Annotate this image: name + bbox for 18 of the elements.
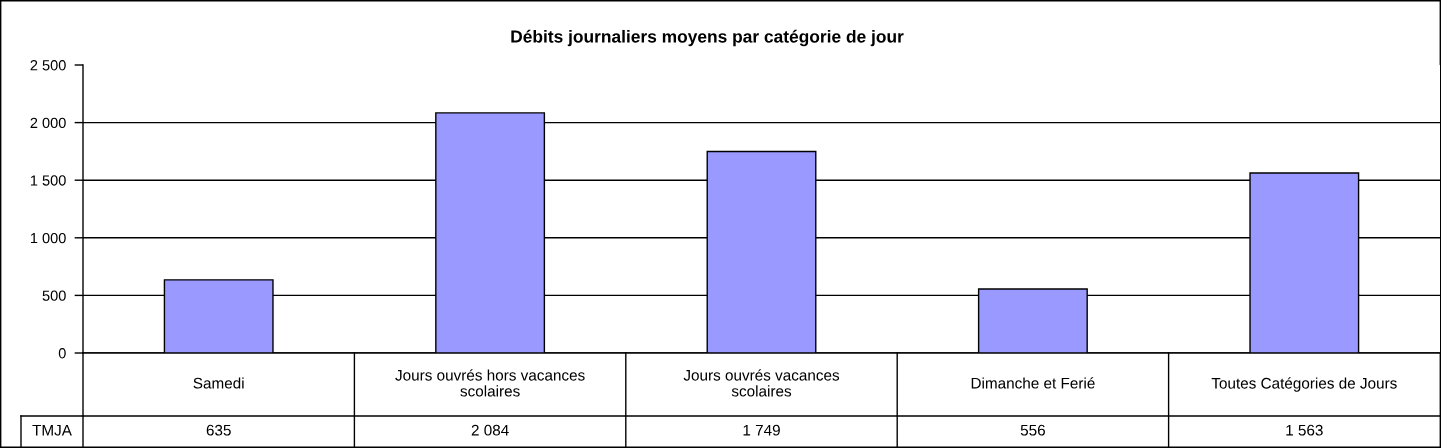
- x-tick-label: Jours ouvrés vacances scolaires: [683, 369, 840, 397]
- data-label: 2 084: [471, 424, 509, 436]
- y-tick-label: 1 500: [30, 175, 66, 186]
- x-tick-label: Toutes Catégories de Jours: [1211, 377, 1397, 392]
- y-tick-label: 2 000: [30, 117, 66, 129]
- y-tick-label: 2 500: [30, 60, 66, 71]
- data-label: 1 749: [743, 424, 780, 436]
- legend-label: TMJA: [32, 424, 72, 436]
- y-tick-label: 500: [42, 290, 66, 301]
- x-tick-label: Samedi: [193, 377, 244, 389]
- data-label: 556: [1020, 424, 1045, 436]
- x-tick-label: Jours ouvrés hors vacances scolaires: [395, 369, 585, 397]
- chart-title: Débits journaliers moyens par catégorie de jour: [511, 29, 904, 47]
- x-tick-label: Dimanche et Ferié: [971, 377, 1095, 389]
- y-tick-label: 0: [58, 348, 66, 359]
- y-tick-label: 1 000: [30, 232, 66, 244]
- data-label: 1 563: [1286, 424, 1323, 436]
- data-label: 635: [206, 424, 231, 436]
